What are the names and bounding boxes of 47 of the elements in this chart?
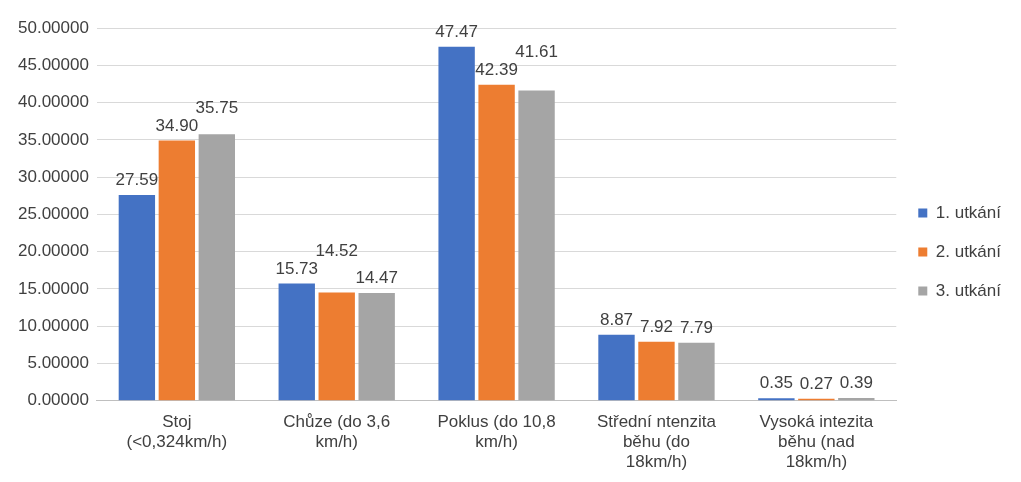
x-tick-label: Poklus (do 10,8 km/h) bbox=[437, 411, 556, 452]
bar bbox=[758, 398, 795, 401]
bar bbox=[318, 292, 355, 401]
data-label: 7.92 bbox=[639, 316, 674, 336]
legend-label: 2. utkání bbox=[935, 241, 1002, 261]
y-tick-label: 30.00000 bbox=[18, 166, 89, 186]
data-label: 0.27 bbox=[799, 373, 833, 393]
bar bbox=[678, 342, 715, 401]
y-tick-label: 0.00000 bbox=[27, 390, 89, 410]
data-label: 7.79 bbox=[679, 317, 713, 337]
data-label: 41.61 bbox=[515, 41, 558, 61]
legend-label: 1. utkání bbox=[935, 202, 1002, 222]
data-label: 42.39 bbox=[475, 59, 518, 79]
x-tick-label: Stoj (<0,324km/h) bbox=[126, 411, 228, 452]
data-label: 8.87 bbox=[599, 309, 634, 329]
y-tick-label: 50.00000 bbox=[18, 17, 89, 37]
y-tick-label: 20.00000 bbox=[18, 241, 89, 261]
bar bbox=[598, 334, 635, 401]
y-tick-label: 25.00000 bbox=[18, 204, 89, 224]
data-label: 15.73 bbox=[275, 258, 319, 278]
data-label: 27.59 bbox=[115, 170, 159, 190]
x-tick-label: Střední ntenzita běhu (do 18km/h) bbox=[596, 411, 717, 472]
legend-label: 3. utkání bbox=[935, 280, 1002, 300]
y-tick-label: 35.00000 bbox=[18, 129, 89, 149]
bar bbox=[278, 283, 315, 401]
y-tick-label: 40.00000 bbox=[18, 92, 89, 112]
data-label: 35.75 bbox=[195, 97, 239, 117]
x-tick-label: Vysoká intezita běhu (nad 18km/h) bbox=[759, 411, 874, 472]
data-label: 34.90 bbox=[155, 115, 199, 135]
x-tick-label: Chůze (do 3,6 km/h) bbox=[283, 411, 391, 452]
y-tick-label: 10.00000 bbox=[18, 315, 89, 335]
bar bbox=[358, 292, 395, 401]
bar bbox=[518, 90, 555, 401]
data-label: 47.47 bbox=[435, 22, 478, 42]
y-tick-label: 45.00000 bbox=[18, 54, 89, 74]
data-label: 14.52 bbox=[315, 240, 358, 260]
bar bbox=[198, 134, 235, 401]
bar bbox=[118, 195, 156, 401]
y-tick-label: 15.00000 bbox=[18, 278, 89, 298]
data-label: 0.35 bbox=[759, 373, 793, 393]
bar bbox=[158, 140, 196, 401]
data-label: 14.47 bbox=[355, 268, 398, 288]
bar bbox=[438, 46, 475, 401]
bar bbox=[638, 341, 675, 401]
data-label: 0.39 bbox=[839, 373, 873, 393]
bar bbox=[478, 84, 515, 401]
y-tick-label: 5.00000 bbox=[27, 353, 89, 373]
